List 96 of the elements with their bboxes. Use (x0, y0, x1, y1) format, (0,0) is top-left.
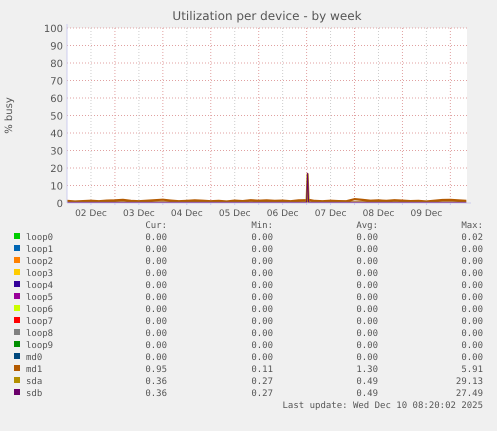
text: 29.13 (456, 377, 483, 387)
y-tick-label: 70 (50, 76, 63, 88)
text: Cur: (145, 221, 167, 231)
text: 0.00 (145, 233, 167, 243)
text: 0.00 (461, 317, 483, 327)
chart-title: Utilization per device - by week (172, 9, 362, 23)
legend-label: sda (26, 377, 42, 387)
text: 0.00 (251, 329, 273, 339)
text: 0.00 (251, 281, 273, 291)
text: 0.00 (461, 245, 483, 255)
legend-label: loop4 (26, 281, 54, 291)
text: 0.00 (251, 269, 273, 279)
text: 0.00 (251, 293, 273, 303)
y-tick-label: 50 (50, 112, 63, 122)
y-tick-label: 100 (44, 24, 63, 35)
text: 0.00 (145, 353, 167, 363)
text: 0.11 (251, 365, 273, 375)
y-tick-label: 60 (50, 94, 63, 105)
y-tick-label: 0 (56, 199, 63, 210)
text: 27.49 (456, 389, 483, 399)
text: 0.00 (461, 305, 483, 315)
y-tick-label: 20 (50, 164, 63, 175)
text: 0.00 (461, 269, 483, 279)
text: Min: (251, 221, 273, 231)
text: 0.00 (356, 341, 378, 351)
text: 0.00 (145, 245, 167, 255)
text: 0.00 (251, 245, 273, 255)
x-tick-label: 02 Dec (75, 209, 107, 219)
text: 5.91 (461, 365, 483, 375)
text: 0.00 (145, 257, 167, 267)
text: 0.00 (461, 257, 483, 267)
text: 0.49 (356, 377, 378, 387)
text: 0.00 (145, 269, 167, 279)
legend-label: sdb (26, 389, 42, 399)
y-tick-label: 40 (50, 129, 63, 140)
y-tick-label: 10 (50, 182, 63, 192)
text: 0.00 (356, 353, 378, 363)
legend-label: loop2 (26, 257, 54, 267)
text: 0.00 (251, 257, 273, 267)
text: 0.00 (145, 341, 167, 351)
legend-label: loop3 (26, 269, 54, 279)
text: 0.00 (145, 281, 167, 291)
text: 1.30 (356, 365, 378, 375)
text: 0.00 (461, 329, 483, 339)
x-tick-label: 06 Dec (266, 209, 299, 219)
text: 0.00 (251, 305, 273, 315)
text: 0.00 (251, 233, 273, 243)
x-tick-label: 04 Dec (170, 209, 203, 219)
text: 0.27 (251, 389, 273, 399)
text: 0.95 (145, 365, 167, 375)
text: 0.02 (461, 233, 483, 243)
x-tick-label: 09 Dec (410, 209, 442, 219)
text: 0.00 (356, 305, 378, 315)
legend-label: md0 (26, 353, 42, 363)
text: 0.00 (356, 329, 378, 339)
x-tick-label: 08 Dec (362, 209, 394, 219)
y-tick-label: 30 (50, 146, 63, 158)
text: Max: (461, 221, 483, 231)
text: 0.00 (145, 329, 167, 339)
text: 0.00 (251, 353, 273, 363)
legend-label: md1 (26, 365, 42, 375)
text: 0.36 (145, 377, 167, 387)
x-tick-label: 07 Dec (314, 209, 346, 219)
text: 0.00 (356, 245, 378, 255)
legend-label: loop8 (26, 329, 54, 339)
text: 0.00 (461, 353, 483, 363)
text: 0.49 (356, 389, 378, 399)
text: 0.36 (145, 389, 167, 399)
text: Avg: (356, 221, 378, 231)
text: 0.00 (356, 293, 378, 303)
text: 0.00 (461, 341, 483, 351)
text: 0.00 (251, 341, 273, 351)
legend-label: loop0 (26, 233, 54, 243)
text: 0.00 (251, 317, 273, 327)
text: 0.00 (145, 317, 167, 327)
legend-label: loop1 (26, 245, 54, 255)
text: 0.00 (461, 293, 483, 303)
text: 0.00 (461, 281, 483, 291)
text: Last update: Wed Dec 10 08:20:02 2025 (282, 401, 483, 411)
text: 0.27 (251, 377, 273, 387)
legend-label: loop7 (26, 317, 54, 327)
text: 0.00 (356, 317, 378, 327)
legend-label: loop6 (26, 305, 54, 315)
legend-label: loop9 (26, 341, 54, 351)
y-tick-label: 90 (50, 42, 63, 52)
text: 0.00 (356, 269, 378, 279)
text: 0.00 (356, 281, 378, 291)
text: 0.00 (145, 293, 167, 303)
y-tick-label: 80 (50, 59, 63, 70)
text: 0.00 (356, 233, 378, 243)
text: 0.00 (145, 305, 167, 315)
y-axis-title: % busy (4, 97, 15, 134)
x-tick-label: 03 Dec (123, 209, 155, 219)
legend-label: loop5 (26, 293, 54, 303)
x-tick-label: 05 Dec (218, 209, 251, 219)
text: 0.00 (356, 257, 378, 267)
